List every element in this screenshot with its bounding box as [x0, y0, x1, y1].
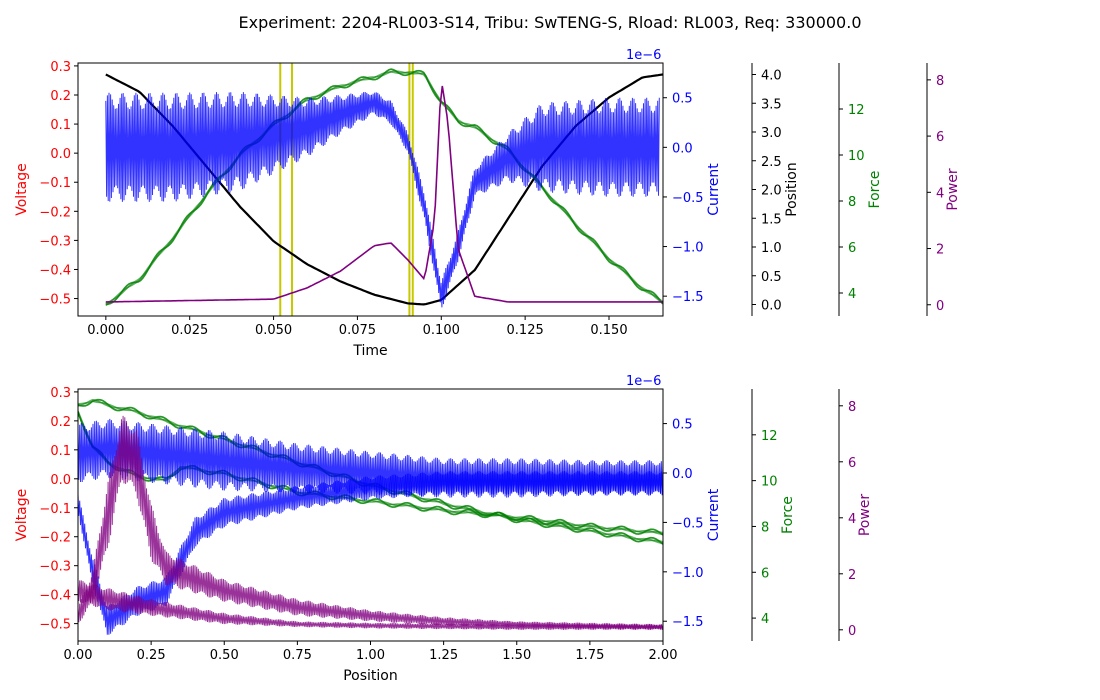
x-tick-label: 1.25 — [429, 648, 458, 663]
power-tick-label: 4 — [848, 512, 856, 527]
current-axis-label: Current — [706, 488, 722, 541]
current-tick-label: −0.5 — [672, 516, 704, 531]
plot-area — [78, 398, 663, 635]
voltage-tick-label: −0.2 — [39, 205, 71, 220]
voltage-tick-label: −0.1 — [39, 502, 71, 517]
force-tick-label: 12 — [848, 103, 865, 118]
force-tick-label: 6 — [848, 241, 856, 256]
voltage-tick-label: 0.0 — [50, 147, 71, 162]
power-tick-label: 8 — [848, 400, 856, 415]
power-tick-label: 4 — [936, 186, 944, 201]
voltage-tick-label: −0.1 — [39, 176, 71, 191]
bottom-panel: 0.00 0.25 0.50 0.75 1.00 1.25 1.50 1.75 2.00Posi… — [14, 374, 873, 684]
power-tick-label: 8 — [936, 74, 944, 89]
current-offset-text: 1e−6 — [626, 374, 661, 389]
force-tick-label: 10 — [761, 475, 778, 490]
voltage-tick-label: −0.5 — [39, 618, 71, 633]
power-axis-label: Power — [857, 494, 873, 537]
plot-frame — [77, 62, 664, 317]
position-tick-label: 0.5 — [761, 270, 782, 285]
voltage-tick-label: −0.4 — [39, 263, 71, 278]
current-offset-text: 1e−6 — [626, 48, 661, 63]
voltage-tick-label: 0.3 — [50, 60, 71, 75]
x-tick-label: 0.100 — [423, 323, 460, 338]
voltage-axis-label: Voltage — [14, 489, 30, 542]
x-axis-label: Position — [343, 668, 398, 684]
current-tick-label: 0.0 — [672, 141, 693, 156]
position-tick-label: 3.0 — [761, 126, 782, 141]
voltage-axis-label: Voltage — [14, 163, 30, 216]
figure-title: Experiment: 2204-RL003-S14, Tribu: SwTEN… — [238, 13, 861, 32]
x-tick-label: 0.00 — [64, 648, 93, 663]
position-tick-label: 1.0 — [761, 241, 782, 256]
current-tick-label: 0.0 — [672, 467, 693, 482]
current-tick-label: −0.5 — [672, 191, 704, 206]
x-tick-label: 0.75 — [283, 648, 312, 663]
x-axis-label: Time — [352, 343, 387, 359]
plot-area — [105, 63, 663, 316]
force-tick-label: 4 — [848, 287, 856, 302]
position-tick-label: 2.5 — [761, 155, 782, 170]
current-tick-label: −1.0 — [672, 566, 704, 581]
voltage-tick-label: −0.5 — [39, 293, 71, 308]
x-tick-label: 0.000 — [87, 323, 124, 338]
force-tick-label: 8 — [848, 195, 856, 210]
power-tick-label: 6 — [936, 130, 944, 145]
force-axis-label: Force — [780, 496, 796, 534]
position-tick-label: 3.5 — [761, 97, 782, 112]
power-series-3 — [105, 85, 663, 303]
current-tick-label: 0.5 — [672, 92, 693, 107]
current-tick-label: −1.5 — [672, 615, 704, 630]
power-tick-label: 2 — [936, 243, 944, 258]
force-tick-label: 6 — [761, 566, 769, 581]
x-tick-label: 0.025 — [171, 323, 208, 338]
force-tick-label: 12 — [761, 429, 778, 444]
x-tick-label: 0.25 — [137, 648, 166, 663]
x-tick-label: 0.050 — [255, 323, 292, 338]
voltage-tick-label: −0.3 — [39, 560, 71, 575]
voltage-tick-label: −0.2 — [39, 531, 71, 546]
x-tick-label: 0.150 — [590, 323, 627, 338]
x-tick-label: 1.75 — [575, 648, 604, 663]
position-tick-label: 2.0 — [761, 184, 782, 199]
current-tick-label: −1.5 — [672, 290, 704, 305]
current-axis-label: Current — [706, 163, 722, 216]
voltage-tick-label: −0.4 — [39, 589, 71, 604]
position-axis-label: Position — [784, 162, 800, 217]
current-series-2 — [105, 91, 660, 308]
power-series-5 — [78, 580, 663, 630]
position-tick-label: 1.5 — [761, 212, 782, 227]
power-tick-label: 0 — [848, 624, 856, 639]
power-tick-label: 2 — [848, 568, 856, 583]
position-tick-label: 4.0 — [761, 69, 782, 84]
force-tick-label: 8 — [761, 520, 769, 535]
voltage-tick-label: 0.2 — [50, 415, 71, 430]
voltage-tick-label: 0.1 — [50, 118, 71, 133]
x-tick-label: 1.50 — [502, 648, 531, 663]
force-tick-label: 4 — [761, 612, 769, 627]
force-axis-label: Force — [867, 171, 883, 209]
voltage-tick-label: 0.3 — [50, 386, 71, 401]
voltage-tick-label: 0.1 — [50, 444, 71, 459]
position-tick-label: 0.0 — [761, 299, 782, 314]
x-tick-label: 0.50 — [210, 648, 239, 663]
force-tick-label: 10 — [848, 149, 865, 164]
x-tick-label: 2.00 — [649, 648, 678, 663]
current-tick-label: 0.5 — [672, 418, 693, 433]
current-tick-label: −1.0 — [672, 241, 704, 256]
power-tick-label: 6 — [848, 456, 856, 471]
power-tick-label: 0 — [936, 299, 944, 314]
x-tick-label: 0.075 — [339, 323, 376, 338]
power-axis-label: Power — [945, 168, 961, 211]
top-panel: 0.000 0.025 0.050 0.075 0.100 0.125 0.150 Time 0… — [14, 48, 961, 359]
x-tick-label: 0.125 — [507, 323, 544, 338]
voltage-tick-label: 0.0 — [50, 473, 71, 488]
x-tick-label: 1.00 — [356, 648, 385, 663]
force-series-1-run-3 — [105, 68, 663, 305]
voltage-tick-label: 0.2 — [50, 89, 71, 104]
voltage-tick-label: −0.3 — [39, 234, 71, 249]
